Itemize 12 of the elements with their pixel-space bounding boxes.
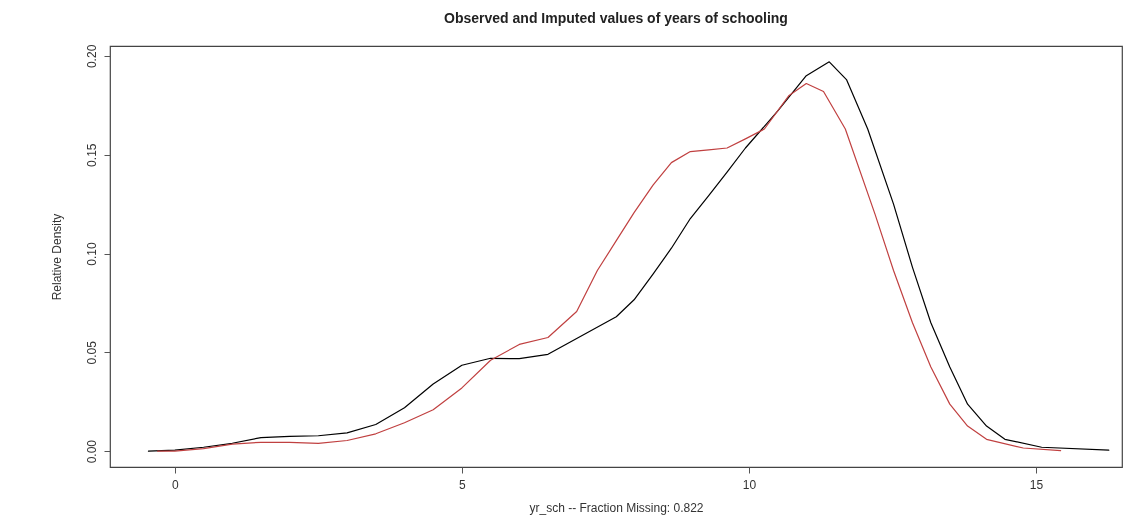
x-axis-title: yr_sch -- Fraction Missing: 0.822 <box>529 500 704 515</box>
y-tick-label: 0.10 <box>84 242 99 266</box>
y-tick-label: 0.20 <box>84 44 99 69</box>
x-tick-label: 15 <box>1029 477 1044 492</box>
x-tick-label: 5 <box>459 477 467 492</box>
y-tick-label: 0.15 <box>84 143 99 167</box>
x-tick-label: 0 <box>172 477 180 492</box>
x-tick-label: 10 <box>742 477 757 492</box>
y-axis-title: Relative Density <box>49 213 64 301</box>
y-tick-label: 0.00 <box>84 439 99 464</box>
chart-title: Observed and Imputed values of years of schooling <box>444 10 788 27</box>
y-tick-label: 0.05 <box>84 340 99 365</box>
